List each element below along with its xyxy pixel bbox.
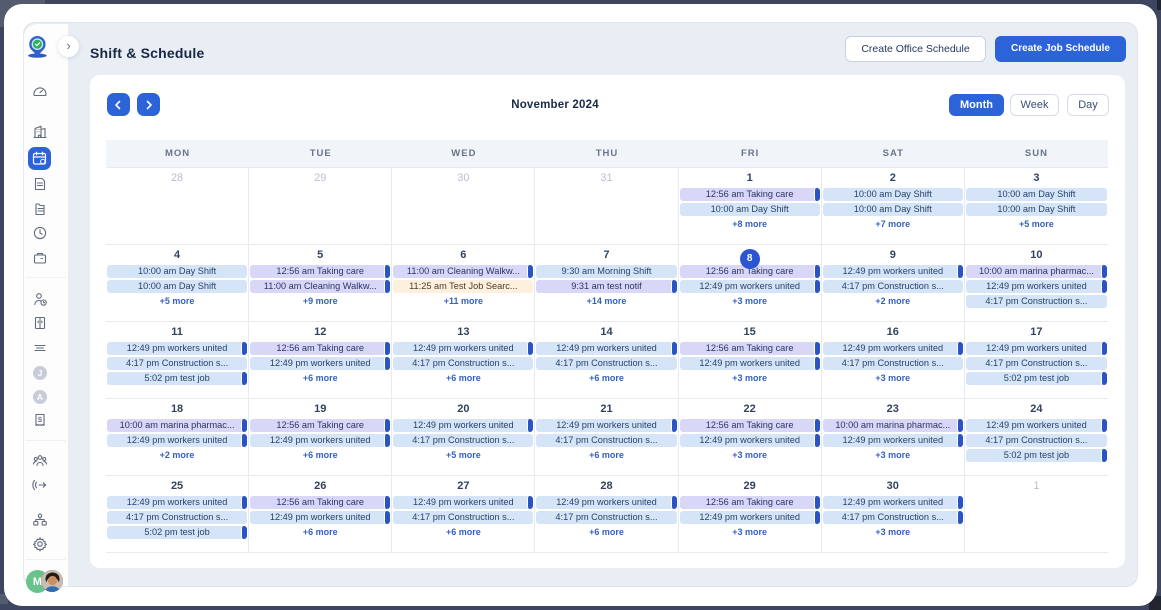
svg-text:$: $ xyxy=(38,415,43,424)
svg-text:A: A xyxy=(37,392,43,402)
svg-text:J: J xyxy=(38,368,43,378)
